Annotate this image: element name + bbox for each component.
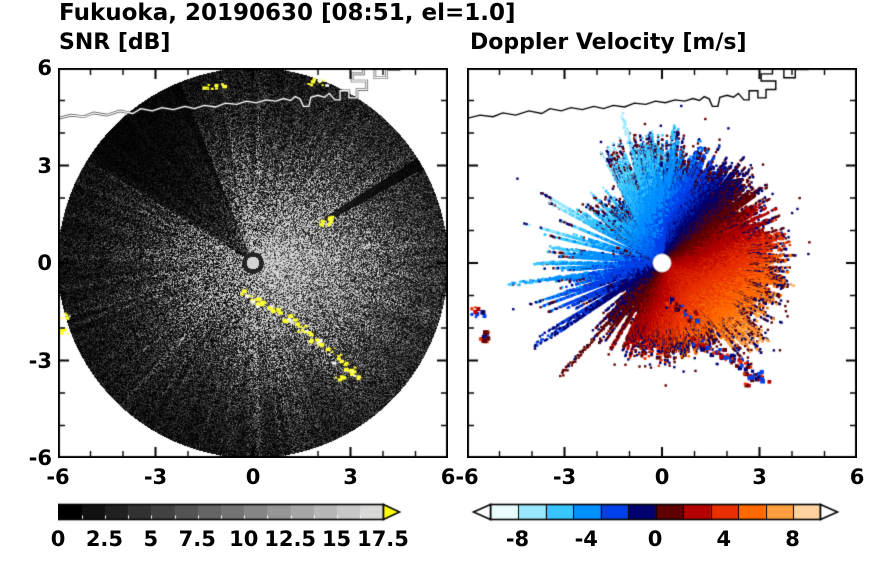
snr-colorbar-tick-label: 17.5 — [357, 527, 409, 551]
snr-colorbar-tick-label: 10 — [229, 527, 259, 551]
snr-colorbar-tick-label: 7.5 — [178, 527, 216, 551]
snr-colorbar-tick-label: 2.5 — [85, 527, 124, 551]
y-tick-label: 0 — [37, 251, 52, 275]
snr-colorbar-tick-label: 12.5 — [264, 527, 317, 551]
doppler-panel-title: Doppler Velocity [m/s] — [470, 30, 747, 55]
doppler-colorbar-tick-label: -4 — [574, 527, 598, 551]
y-tick-label: -6 — [28, 446, 52, 470]
doppler-x-tick-label: -3 — [552, 465, 577, 489]
doppler-colorbar-tick-label: 8 — [785, 527, 800, 551]
snr-x-tick-label: 6 — [440, 465, 456, 489]
figure-title: Fukuoka, 20190630 [08:51, el=1.0] — [59, 0, 516, 26]
snr-x-tick-label: 3 — [343, 465, 358, 489]
snr-colorbar-canvas — [58, 501, 403, 523]
doppler-x-tick-label: -6 — [455, 465, 479, 489]
snr-plot-canvas — [58, 68, 448, 458]
doppler-colorbar-tick-label: -8 — [505, 527, 530, 551]
y-tick-label: 3 — [37, 153, 52, 178]
doppler-x-tick-label: 3 — [752, 465, 767, 489]
doppler-plot-canvas — [467, 68, 857, 458]
doppler-colorbar-tick-label: 4 — [716, 527, 732, 551]
y-tick-label: 6 — [37, 56, 52, 80]
snr-x-tick-label: -3 — [143, 465, 168, 489]
doppler-x-tick-label: 6 — [849, 465, 865, 489]
snr-colorbar-tick-label: 0 — [50, 527, 66, 551]
doppler-colorbar-tick-label: 0 — [647, 527, 663, 551]
snr-colorbar-tick-label: 15 — [321, 527, 352, 551]
snr-x-tick-label: 0 — [245, 465, 261, 489]
snr-x-tick-label: -6 — [46, 465, 70, 489]
snr-colorbar-tick-label: 5 — [143, 527, 159, 551]
y-tick-label: -3 — [28, 348, 52, 373]
doppler-x-tick-label: 0 — [654, 465, 670, 489]
doppler-colorbar-canvas — [460, 501, 860, 523]
snr-panel-title: SNR [dB] — [59, 30, 171, 55]
